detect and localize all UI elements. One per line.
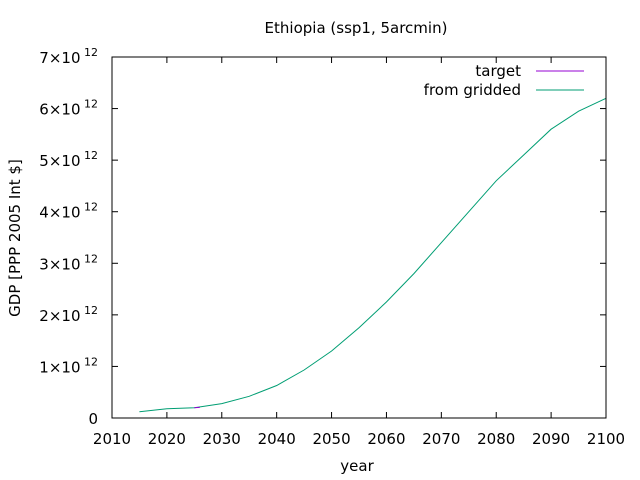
x-axis-label: year [340,457,374,475]
y-tick-label: 2×10 12 [39,304,98,325]
plot-frame [111,56,607,419]
x-tick-label: 2030 [203,430,241,448]
plot-lines [139,97,607,413]
legend-label: target [475,62,521,80]
y-tick-label: 7×10 12 [39,46,98,67]
x-tick-label: 2080 [477,430,515,448]
y-tick-label: 4×10 12 [39,201,98,222]
x-tick-label: 2100 [587,430,625,448]
axis-ticks: 2010 2020 2030 2040 2050 2060 2070 2080 2090 2100… [39,46,625,448]
y-axis-label: GDP [PPP 2005 Int $] [6,159,24,317]
legend-label: from gridded [424,81,521,99]
x-tick-label: 2010 [93,430,131,448]
x-tick-label: 2050 [312,430,350,448]
x-tick-label: 2070 [422,430,460,448]
x-tick-label: 2090 [532,430,570,448]
series-line-from-gridded [139,97,607,413]
x-tick-label: 2040 [258,430,296,448]
y-tick-label: 1×10 12 [39,355,98,376]
x-tick-label: 2060 [367,430,405,448]
y-tick-label: 0 [88,410,98,428]
chart-title: Ethiopia (ssp1, 5arcmin) [265,19,448,37]
y-tick-label: 6×10 12 [39,98,98,119]
y-tick-label: 3×10 12 [39,252,98,273]
x-tick-label: 2020 [148,430,186,448]
y-tick-label: 5×10 12 [39,149,98,170]
